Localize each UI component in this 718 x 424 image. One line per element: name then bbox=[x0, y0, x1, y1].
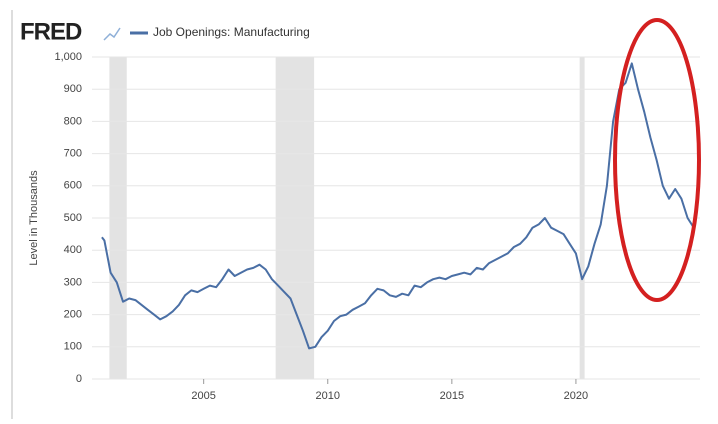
y-tick-label: 800 bbox=[64, 115, 82, 127]
y-tick-label: 400 bbox=[64, 244, 82, 256]
y-tick-label: 600 bbox=[64, 180, 82, 192]
logo: FRED bbox=[20, 18, 82, 45]
annotation-ellipse bbox=[613, 18, 701, 302]
y-tick-label: 900 bbox=[64, 83, 82, 95]
logo-icon bbox=[103, 27, 121, 41]
x-tick-label: 2015 bbox=[440, 390, 464, 402]
y-tick-label: 500 bbox=[64, 212, 82, 224]
y-tick-label: 100 bbox=[64, 341, 82, 353]
x-tick-label: 2005 bbox=[191, 390, 215, 402]
x-tick-label: 2020 bbox=[564, 390, 588, 402]
y-tick-label: 1,000 bbox=[54, 51, 82, 63]
y-tick-label: 200 bbox=[64, 309, 82, 321]
y-tick-label: 700 bbox=[64, 148, 82, 160]
y-axis-label: Level in Thousands bbox=[28, 170, 40, 266]
y-tick-label: 0 bbox=[76, 373, 82, 385]
data-line bbox=[101, 62, 695, 350]
legend-label: Job Openings: Manufacturing bbox=[153, 25, 310, 39]
y-tick-label: 300 bbox=[64, 276, 82, 288]
x-tick-label: 2010 bbox=[316, 390, 340, 402]
